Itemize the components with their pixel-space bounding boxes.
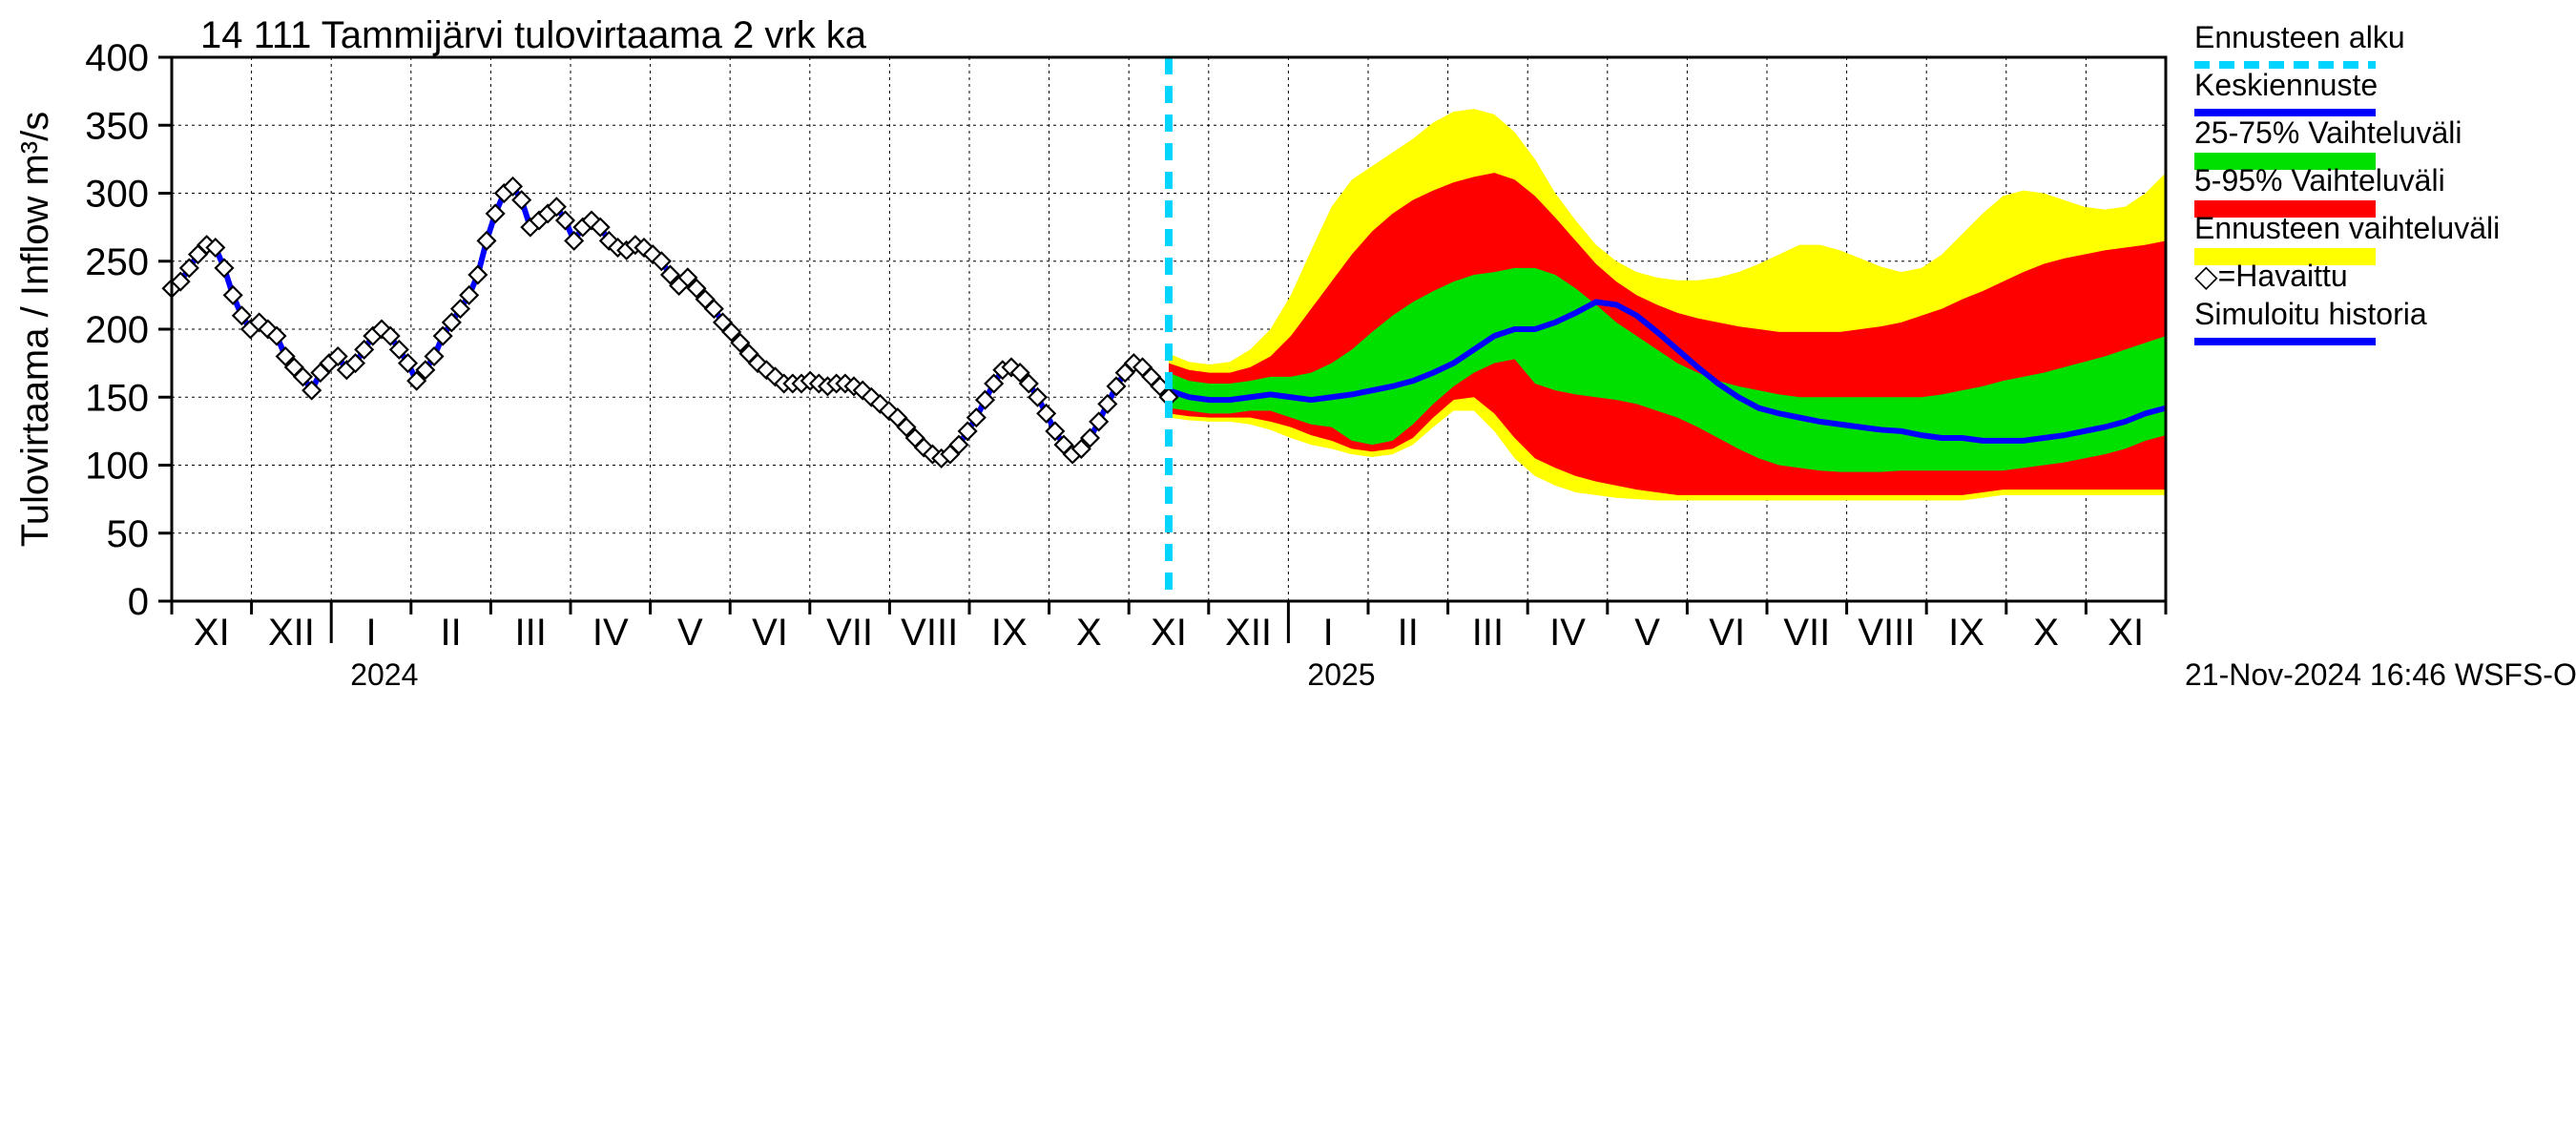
x-month-label: XI xyxy=(194,612,230,654)
x-month-label: I xyxy=(365,612,376,654)
y-tick-label: 350 xyxy=(85,105,149,147)
x-month-label: XII xyxy=(268,612,315,654)
x-month-label: XII xyxy=(1225,612,1272,654)
x-month-label: III xyxy=(1472,612,1504,654)
legend-label: Keskiennuste xyxy=(2194,68,2378,102)
y-tick-label: 400 xyxy=(85,37,149,79)
legend-label: Ennusteen alku xyxy=(2194,20,2405,54)
x-month-label: XI xyxy=(2108,612,2144,654)
x-month-label: II xyxy=(440,612,461,654)
x-month-label: IV xyxy=(592,612,629,654)
x-month-label: V xyxy=(677,612,703,654)
legend-label: Ennusteen vaihteluväli xyxy=(2194,211,2500,245)
x-year-label: 2025 xyxy=(1307,657,1375,692)
footer-timestamp: 21-Nov-2024 16:46 WSFS-O xyxy=(2185,657,2576,692)
y-tick-label: 100 xyxy=(85,446,149,488)
x-month-label: II xyxy=(1398,612,1419,654)
x-month-label: III xyxy=(515,612,547,654)
x-month-label: VII xyxy=(1783,612,1830,654)
x-month-label: V xyxy=(1634,612,1660,654)
y-tick-label: 150 xyxy=(85,377,149,419)
x-month-label: VII xyxy=(826,612,873,654)
forecast-chart: 050100150200250300350400XIXIIIIIIIIIVVVI… xyxy=(0,0,2576,1145)
legend-label: Simuloitu historia xyxy=(2194,297,2427,331)
x-month-label: VIII xyxy=(901,612,958,654)
y-tick-label: 250 xyxy=(85,241,149,283)
legend-label: 5-95% Vaihteluväli xyxy=(2194,163,2445,198)
x-month-label: VI xyxy=(1709,612,1745,654)
legend-label: ◇=Havaittu xyxy=(2194,259,2348,293)
chart-title: 14 111 Tammijärvi tulovirtaama 2 vrk ka xyxy=(200,14,867,56)
y-tick-label: 200 xyxy=(85,309,149,351)
chart-container: 050100150200250300350400XIXIIIIIIIIIVVVI… xyxy=(0,0,2576,1145)
x-month-label: XI xyxy=(1151,612,1187,654)
x-year-label: 2024 xyxy=(350,657,418,692)
legend-line xyxy=(2194,338,2376,345)
legend-label: 25-75% Vaihteluväli xyxy=(2194,115,2462,150)
x-month-label: X xyxy=(2033,612,2059,654)
y-tick-label: 300 xyxy=(85,174,149,216)
x-month-label: X xyxy=(1076,612,1102,654)
x-month-label: VIII xyxy=(1858,612,1915,654)
x-month-label: VI xyxy=(752,612,788,654)
x-month-label: IX xyxy=(1948,612,1984,654)
y-tick-label: 0 xyxy=(128,581,149,623)
y-tick-label: 50 xyxy=(107,513,150,555)
x-month-label: I xyxy=(1323,612,1334,654)
x-month-label: IV xyxy=(1549,612,1586,654)
y-axis-label: Tulovirtaama / Inflow m³/s xyxy=(14,112,56,547)
x-month-label: IX xyxy=(991,612,1028,654)
